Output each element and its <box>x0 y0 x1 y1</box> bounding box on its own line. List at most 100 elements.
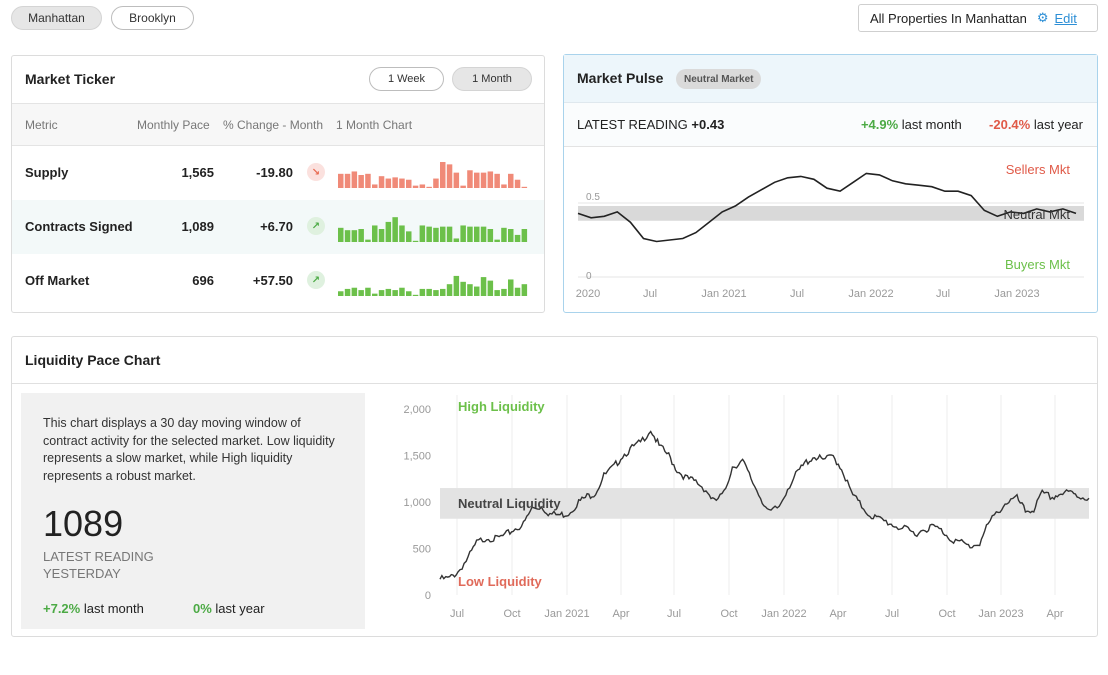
col-metric: Metric <box>25 118 58 132</box>
spark-bar <box>426 288 432 296</box>
spark-bar <box>480 172 487 188</box>
spark-bar <box>474 172 480 188</box>
spark-bar <box>521 186 528 188</box>
spark-bar <box>406 179 412 188</box>
supply-sparkline <box>338 162 528 188</box>
trend-down-icon: ↘ <box>307 163 325 181</box>
spark-bar <box>494 239 500 242</box>
spark-bar <box>385 221 392 242</box>
spark-bar <box>338 227 344 242</box>
spark-bar <box>372 225 378 242</box>
trend-up-icon: ↗ <box>307 217 325 235</box>
borough-tab-manhattan[interactable]: Manhattan <box>11 6 102 30</box>
spark-bar <box>467 170 473 188</box>
col-change-month: % Change - Month <box>223 118 324 132</box>
spark-bar <box>514 287 521 296</box>
month-change-label: last month <box>83 601 144 616</box>
spark-bar <box>426 186 432 188</box>
spark-bar <box>385 178 392 188</box>
x-tick-label: Jul <box>790 288 804 300</box>
spark-bar <box>501 288 507 296</box>
liquidity-reading-value: 1089 <box>43 503 124 544</box>
x-tick-label: Oct <box>720 608 737 620</box>
y-tick-label: 500 <box>413 544 431 556</box>
gear-icon[interactable]: ⚙ <box>1036 10 1049 25</box>
x-tick-label: Jan 2022 <box>761 608 806 620</box>
edit-link[interactable]: Edit <box>1054 10 1077 26</box>
metric-label: Contracts Signed <box>25 219 133 234</box>
month-change-value: +4.9% <box>860 117 899 132</box>
x-tick-label: Jan 2023 <box>994 288 1039 300</box>
pulse-line <box>577 172 1077 243</box>
y-tick-label: 2,000 <box>403 404 431 416</box>
col-monthly-pace: Monthly Pace <box>137 118 210 132</box>
spark-bar <box>412 185 419 188</box>
x-tick-label: Jul <box>643 288 657 300</box>
spark-bar <box>453 172 460 188</box>
spark-bar <box>446 284 453 296</box>
spark-bar <box>419 288 426 296</box>
range-1-week-button[interactable]: 1 Week <box>369 67 444 91</box>
x-tick-label: Jan 2021 <box>544 608 589 620</box>
liquidity-description: This chart displays a 30 day moving wind… <box>43 416 335 483</box>
neutral-zone-label: Neutral Mkt <box>1004 207 1071 222</box>
x-tick-label: Oct <box>503 608 520 620</box>
spark-bar <box>501 184 507 188</box>
divider <box>12 383 1097 384</box>
y-tick-label: 1,000 <box>403 497 431 509</box>
range-1-month-button[interactable]: 1 Month <box>452 67 532 91</box>
table-row[interactable]: Contracts Signed 1,089 +6.70 ↗ <box>12 200 544 254</box>
x-tick-label: Apr <box>1046 608 1063 620</box>
spark-bar <box>480 226 487 242</box>
spark-bar <box>358 290 364 296</box>
change-value: -19.80 <box>256 165 293 180</box>
liquidity-pace-card: Liquidity Pace Chart This chart displays… <box>11 336 1098 637</box>
spark-bar <box>521 229 528 242</box>
trend-up-icon: ↗ <box>307 271 325 289</box>
spark-bar <box>378 176 385 188</box>
spark-bar <box>378 290 385 296</box>
neutral-band <box>578 205 1084 221</box>
x-tick-label: Apr <box>829 608 846 620</box>
filter-label: All Properties In Manhattan <box>870 10 1027 26</box>
spark-bar <box>365 287 371 296</box>
spark-bar <box>521 284 528 296</box>
spark-bar <box>440 288 446 296</box>
spark-bar <box>501 227 507 242</box>
x-tick-label: Apr <box>612 608 629 620</box>
sellers-zone-label: Sellers Mkt <box>1006 162 1071 177</box>
liquidity-year-change: 0% last year <box>193 601 265 616</box>
spark-bar <box>344 288 351 296</box>
latest-reading-value: +0.43 <box>691 117 725 132</box>
spark-bar <box>508 279 514 296</box>
spark-bar <box>433 227 439 242</box>
liquidity-reading-label: LATEST READING YESTERDAY <box>43 549 154 581</box>
table-row[interactable]: Supply 1,565 -19.80 ↘ <box>12 146 544 200</box>
spark-bar <box>460 185 466 188</box>
col-month-chart: 1 Month Chart <box>336 118 413 132</box>
spark-bar <box>508 229 514 242</box>
spark-bar <box>487 229 494 242</box>
x-tick-label: Jul <box>667 608 681 620</box>
spark-bar <box>365 173 371 188</box>
metric-label: Supply <box>25 165 69 180</box>
table-row[interactable]: Off Market 696 +57.50 ↗ <box>12 254 544 308</box>
spark-bar <box>440 226 446 242</box>
x-tick-label: Jan 2023 <box>978 608 1023 620</box>
y-tick-label: 0.5 <box>586 192 600 203</box>
spark-bar <box>378 229 385 242</box>
liquidity-info-panel: This chart displays a 30 day moving wind… <box>21 393 365 629</box>
year-change-value: 0% <box>193 601 212 616</box>
borough-tab-brooklyn[interactable]: Brooklyn <box>111 6 194 30</box>
spark-bar <box>494 173 500 188</box>
spark-bar <box>440 162 446 188</box>
spark-bar <box>358 229 364 242</box>
change-value: +57.50 <box>252 273 293 288</box>
property-filter: All Properties In Manhattan ⚙ Edit <box>858 4 1098 32</box>
spark-bar <box>508 173 514 188</box>
latest-reading: LATEST READING +0.43 <box>577 117 724 132</box>
y-tick-label: 1,500 <box>403 451 431 463</box>
spark-bar <box>433 178 439 188</box>
spark-bar <box>372 184 378 188</box>
spark-bar <box>514 234 521 242</box>
